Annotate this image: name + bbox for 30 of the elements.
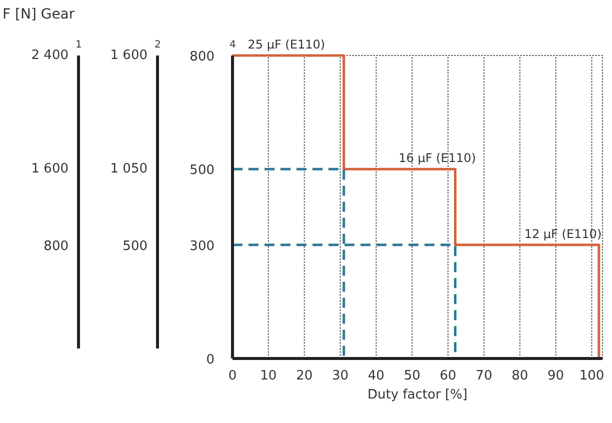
y-tick-label: 800 — [190, 50, 215, 64]
annotation: 25 µF (E110) — [248, 38, 326, 52]
x-tick-label: 70 — [476, 368, 492, 384]
annotation: 12 µF (E110) — [524, 226, 602, 241]
x-tick-label: 90 — [548, 368, 564, 384]
line-series — [231, 54, 600, 360]
x-tick-label: 0 — [228, 368, 237, 384]
y2-axis-title: 2 — [154, 40, 161, 50]
y-tick-label: 500 — [190, 163, 215, 178]
text: 2 400 — [31, 48, 68, 63]
text: F [N] Gear — [2, 6, 75, 22]
text: 1 050 — [110, 162, 148, 177]
x-tick-label: 30 — [332, 368, 349, 384]
y-axis-title: 4 — [230, 40, 236, 50]
x-tick-label: 100 — [579, 368, 604, 384]
x-tick-label: 20 — [296, 368, 313, 384]
x-tick-label: 10 — [260, 368, 277, 384]
text: 1 600 — [110, 48, 148, 63]
text: 500 — [122, 238, 148, 254]
y3-axis-title: 1 — [76, 40, 82, 50]
x-tick-label: 60 — [440, 368, 456, 384]
annotation: 16 µF (E110) — [398, 151, 476, 166]
x-tick-label: 40 — [368, 368, 384, 384]
x-tick-label: 50 — [404, 368, 420, 384]
text: 1 600 — [31, 162, 68, 177]
y-tick-label: 0 — [206, 352, 215, 368]
x-axis-title: Duty factor [%] — [368, 388, 468, 402]
text: 800 — [44, 238, 69, 254]
y-tick-label: 300 — [190, 238, 215, 254]
x-tick-label: 80 — [512, 368, 528, 384]
